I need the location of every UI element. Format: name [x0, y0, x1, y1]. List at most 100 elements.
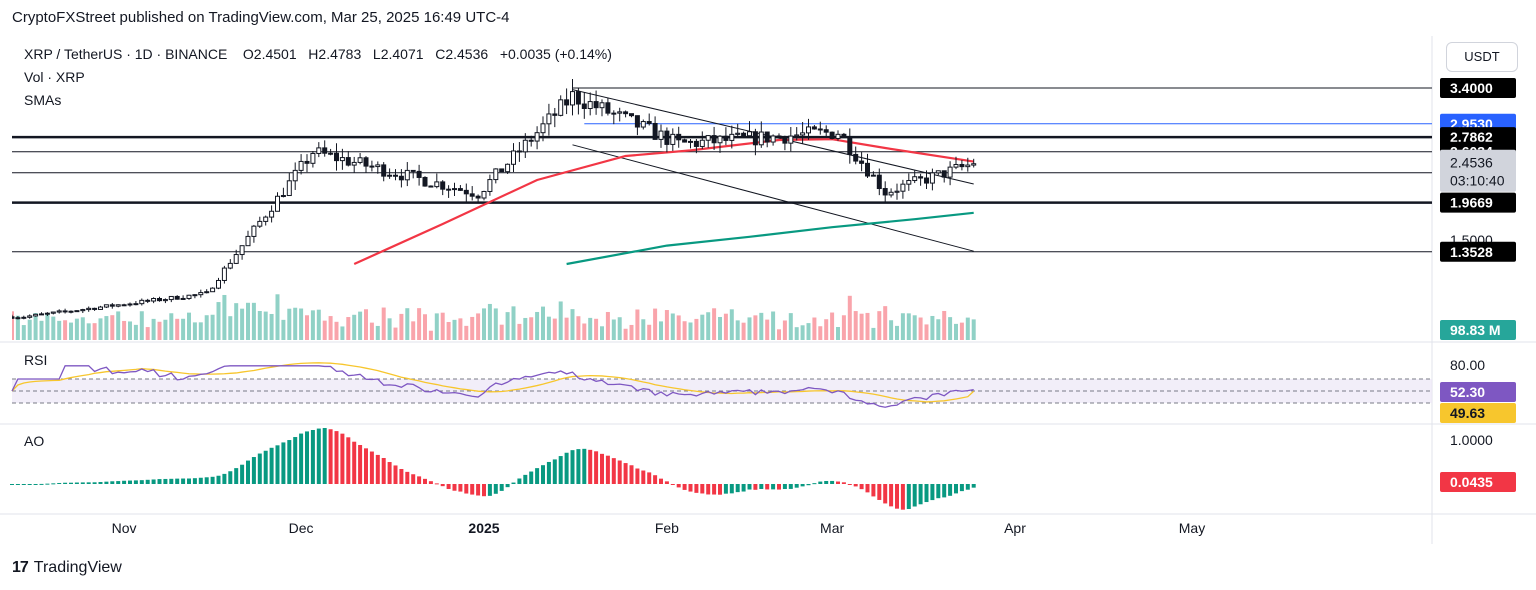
- candle-down: [328, 152, 334, 155]
- volume-bar: [535, 311, 540, 340]
- candle-up: [239, 245, 245, 256]
- candle-up: [522, 139, 528, 153]
- ao-bar: [529, 471, 534, 484]
- candle-down: [92, 307, 98, 310]
- volume-bar: [45, 313, 50, 340]
- ao-bar: [883, 484, 888, 504]
- candle-down: [664, 130, 670, 145]
- candle-up: [316, 147, 322, 154]
- candle-up: [198, 292, 204, 296]
- volume-bar: [900, 313, 905, 340]
- volume-bar: [328, 316, 333, 340]
- candle-down: [564, 99, 570, 106]
- candle-down: [646, 121, 652, 124]
- ao-bar: [86, 482, 91, 484]
- volume-bar: [175, 318, 180, 340]
- brand-name: TradingView: [33, 559, 122, 576]
- price-level-label: 2.7862: [1450, 129, 1493, 145]
- volume-bar: [794, 327, 799, 340]
- candle-up: [929, 172, 935, 184]
- ao-bar: [511, 482, 516, 484]
- ao-pane-title[interactable]: AO: [24, 433, 45, 449]
- candle-up: [611, 112, 617, 115]
- candle-down: [882, 188, 888, 196]
- volume-bar: [281, 319, 286, 340]
- candle-down: [499, 168, 505, 173]
- candle-down: [841, 133, 847, 138]
- candle-up: [162, 299, 168, 302]
- volume-bar: [582, 323, 587, 340]
- candle-down: [304, 160, 310, 164]
- volume-bar: [80, 317, 85, 340]
- ao-bar: [316, 428, 321, 484]
- ao-bar: [434, 483, 439, 485]
- candle-down: [918, 176, 924, 179]
- volume-bar: [517, 323, 522, 340]
- sma-legend[interactable]: SMAs: [24, 92, 62, 108]
- currency-button[interactable]: USDT: [1446, 42, 1518, 72]
- ao-bar: [51, 483, 56, 485]
- volume-bar: [800, 325, 805, 340]
- candle-up: [204, 291, 210, 294]
- candle-up: [434, 181, 440, 188]
- volume-bar: [912, 315, 917, 340]
- candle-up: [168, 295, 174, 301]
- volume-bar: [151, 318, 156, 340]
- candle-up: [292, 169, 298, 182]
- candle-down: [12, 316, 15, 319]
- time-axis-tick: Dec: [289, 520, 314, 536]
- candle-down: [575, 91, 581, 105]
- rsi-ma-value-label: 49.63: [1450, 405, 1485, 421]
- candle-up: [245, 235, 251, 247]
- symbol-legend[interactable]: XRP / TetherUS · 1D · BINANCE O2.4501 H2…: [24, 46, 612, 62]
- volume-bar: [623, 328, 628, 340]
- ao-bar: [192, 478, 197, 484]
- volume-bar: [452, 319, 457, 340]
- volume-legend[interactable]: Vol · XRP: [24, 69, 85, 85]
- candle-up: [263, 216, 269, 222]
- volume-bar: [859, 313, 864, 340]
- ao-bar: [181, 478, 186, 484]
- ao-bar: [240, 464, 245, 484]
- candle-up: [546, 113, 552, 125]
- candle-down: [62, 310, 68, 313]
- ao-bar: [546, 461, 551, 484]
- ao-bar: [588, 449, 593, 484]
- volume-bar: [936, 319, 941, 340]
- volume-bar: [352, 314, 357, 340]
- ao-bar: [464, 484, 469, 494]
- ao-bar: [487, 484, 492, 496]
- candle-down: [865, 162, 870, 177]
- ao-bar: [27, 484, 32, 485]
- ao-bar: [971, 484, 976, 488]
- candle-up: [758, 131, 764, 146]
- candle-down: [676, 133, 682, 141]
- volume-bar: [381, 307, 386, 340]
- candle-up: [971, 163, 977, 166]
- candle-up: [56, 310, 62, 313]
- tradingview-logo-icon: 17: [12, 559, 29, 576]
- ao-bar: [452, 484, 457, 491]
- ao-bar: [570, 450, 575, 484]
- volume-bar: [806, 323, 811, 340]
- time-axis-tick: Apr: [1004, 520, 1026, 536]
- volume-bar: [57, 320, 62, 340]
- candle-up: [310, 152, 316, 164]
- candle-down: [652, 122, 658, 140]
- candle-down: [322, 147, 328, 154]
- tradingview-brand[interactable]: 17 TradingView: [12, 559, 122, 577]
- last-price-badge: [1440, 149, 1516, 192]
- candle-down: [552, 113, 558, 116]
- ao-bar: [741, 484, 746, 492]
- volume-bar: [965, 317, 970, 340]
- symbol-line[interactable]: XRP / TetherUS · 1D · BINANCE: [24, 46, 228, 62]
- ao-bar: [110, 481, 115, 484]
- ao-bar: [57, 482, 62, 484]
- volume-bar: [954, 323, 958, 340]
- ao-bar: [777, 484, 781, 490]
- ao-bar: [446, 484, 451, 489]
- rsi-pane-title[interactable]: RSI: [24, 352, 48, 368]
- ao-bar: [10, 484, 14, 485]
- candle-up: [375, 164, 381, 168]
